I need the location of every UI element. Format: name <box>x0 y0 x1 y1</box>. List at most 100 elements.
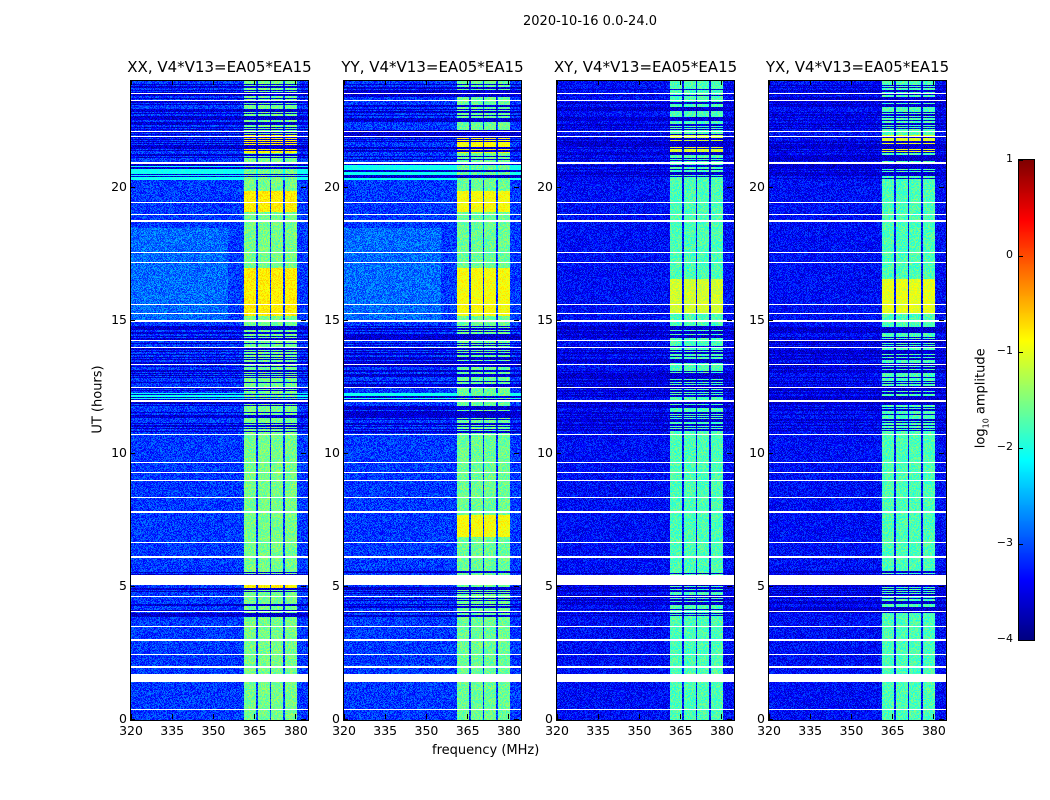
y-tick <box>130 319 135 321</box>
y-tick <box>130 585 135 587</box>
y-tick <box>939 452 944 454</box>
x-tick <box>130 714 132 719</box>
x-tick-label: 335 <box>798 723 823 738</box>
x-tick <box>556 714 558 719</box>
x-tick <box>892 80 894 85</box>
colorbar-tick-label: −1 <box>996 344 1013 357</box>
x-tick <box>680 80 682 85</box>
y-tick-label: 10 <box>324 444 340 460</box>
colorbar-gradient <box>1019 160 1034 640</box>
y-tick <box>556 585 561 587</box>
y-tick-label: 10 <box>111 444 127 460</box>
y-tick <box>768 319 773 321</box>
y-tick <box>727 319 732 321</box>
y-tick <box>768 585 773 587</box>
x-tick <box>425 714 427 719</box>
x-tick-label: 320 <box>119 723 143 738</box>
colorbar-tick <box>1019 255 1023 257</box>
x-tick-label: 350 <box>839 723 864 738</box>
y-tick <box>130 452 135 454</box>
y-tick <box>727 585 732 587</box>
colorbar: 1 0 −1 −2 −3 −4 <box>997 152 1035 645</box>
x-tick <box>384 714 386 719</box>
y-tick <box>514 719 519 720</box>
y-tick <box>939 719 944 720</box>
heatmap-canvas <box>769 81 946 720</box>
panel-xx: XX, V4*V13=EA05*EA15 320 335 350 365 380 0 5 10 1… <box>111 58 312 738</box>
y-axis-label: UT (hours) <box>90 365 106 434</box>
x-tick <box>638 80 640 85</box>
y-tick <box>556 186 561 188</box>
panel-title: XY, V4*V13=EA05*EA15 <box>553 58 738 76</box>
y-tick-label: 0 <box>545 711 553 726</box>
x-tick-label: 350 <box>201 723 226 738</box>
x-tick <box>384 80 386 85</box>
panel-yx: YX, V4*V13=EA05*EA15 320 335 350 365 380 0 5 10 1… <box>749 58 949 738</box>
y-tick <box>514 186 519 188</box>
x-tick <box>212 80 214 85</box>
colorbar-tick-label: −2 <box>996 440 1013 453</box>
x-tick <box>597 714 599 719</box>
y-tick-label: 15 <box>537 311 553 327</box>
y-tick <box>768 719 773 720</box>
y-tick-label: 5 <box>332 577 340 593</box>
x-tick <box>425 80 427 85</box>
y-tick-label: 5 <box>757 577 765 593</box>
y-tick <box>939 319 944 321</box>
y-tick-label: 5 <box>545 577 553 593</box>
x-tick-label: 365 <box>242 723 267 738</box>
y-tick <box>768 186 773 188</box>
panel-title: XX, V4*V13=EA05*EA15 <box>127 58 312 76</box>
x-tick <box>933 80 935 85</box>
x-tick-label: 365 <box>668 723 693 738</box>
x-tick-label: 350 <box>414 723 439 738</box>
x-tick <box>933 714 935 719</box>
y-tick-label: 0 <box>119 711 127 726</box>
y-tick <box>343 719 348 720</box>
x-tick <box>295 714 297 719</box>
x-tick <box>254 80 256 85</box>
heatmap-canvas <box>344 81 521 720</box>
colorbar-label: log10 amplitude <box>974 338 991 458</box>
y-tick <box>556 319 561 321</box>
y-tick <box>768 452 773 454</box>
y-tick <box>939 585 944 587</box>
x-tick <box>343 80 345 85</box>
y-tick <box>343 585 348 587</box>
colorbar-tick <box>1019 639 1023 641</box>
heatmap-canvas <box>557 81 734 720</box>
x-tick-label: 335 <box>586 723 611 738</box>
x-tick <box>809 80 811 85</box>
x-tick <box>850 714 852 719</box>
x-tick <box>721 80 723 85</box>
x-tick-label: 320 <box>757 723 781 738</box>
y-tick <box>301 186 306 188</box>
x-tick <box>295 80 297 85</box>
x-tick <box>721 714 723 719</box>
y-tick <box>514 585 519 587</box>
y-tick-label: 20 <box>537 178 553 194</box>
y-tick <box>727 452 732 454</box>
colorbar-tick <box>1019 543 1023 545</box>
x-tick <box>809 714 811 719</box>
x-tick-label: 380 <box>496 723 521 738</box>
y-tick <box>301 319 306 321</box>
x-tick <box>680 714 682 719</box>
x-tick <box>850 80 852 85</box>
colorbar-label-main: log <box>973 428 989 449</box>
x-tick-label: 335 <box>160 723 185 738</box>
y-tick <box>301 452 306 454</box>
colorbar-tick <box>1019 447 1023 449</box>
x-tick <box>343 714 345 719</box>
y-tick <box>130 186 135 188</box>
y-tick-label: 15 <box>749 311 765 327</box>
y-tick <box>343 319 348 321</box>
y-tick <box>343 452 348 454</box>
x-tick-label: 350 <box>627 723 652 738</box>
x-tick-label: 365 <box>880 723 905 738</box>
x-tick <box>508 80 510 85</box>
x-tick <box>597 80 599 85</box>
y-tick-label: 10 <box>537 444 553 460</box>
figure-suptitle: 2020-10-16 0.0-24.0 <box>523 14 657 29</box>
y-tick <box>727 186 732 188</box>
